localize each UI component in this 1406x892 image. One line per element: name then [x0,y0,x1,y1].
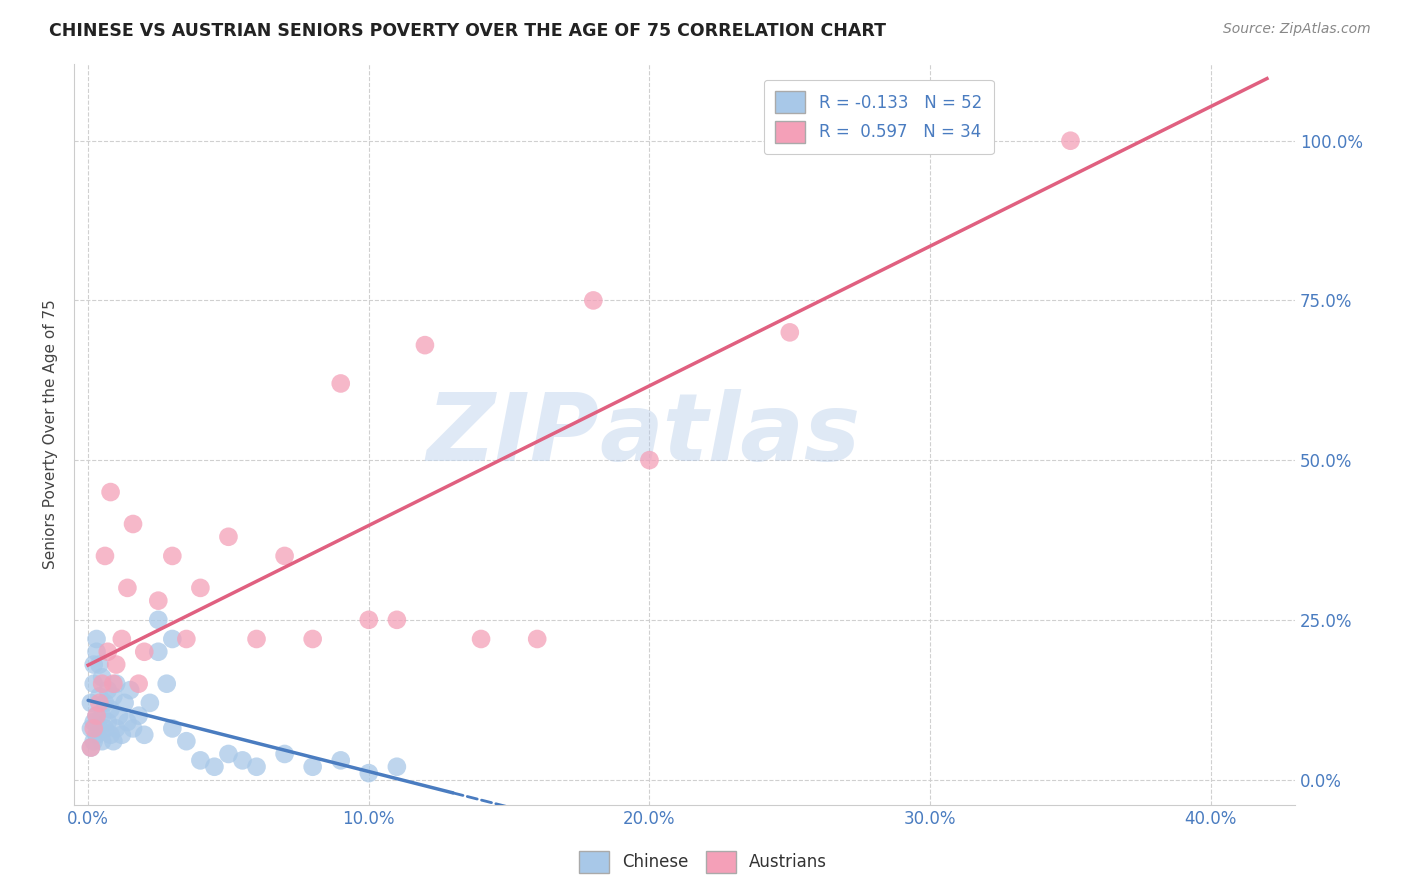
Point [301,760,323,774]
Point [329,753,352,767]
Point [162,549,184,563]
Point [413,338,436,352]
Point [134,645,156,659]
Point [156,676,179,690]
Point [83,676,105,690]
Point [582,293,605,308]
Point [86,632,108,646]
Point [162,722,184,736]
Point [122,516,145,531]
Point [89,696,111,710]
Point [190,581,212,595]
Point [80,740,103,755]
Point [108,708,131,723]
Point [357,613,380,627]
Point [94,549,117,563]
Point [80,722,103,736]
Point [100,728,122,742]
Point [120,683,142,698]
Point [128,676,150,690]
Point [217,530,239,544]
Point [470,632,492,646]
Point [97,683,120,698]
Point [86,708,108,723]
Point [105,676,128,690]
Point [176,632,198,646]
Point [86,645,108,659]
Text: CHINESE VS AUSTRIAN SENIORS POVERTY OVER THE AGE OF 75 CORRELATION CHART: CHINESE VS AUSTRIAN SENIORS POVERTY OVER… [49,22,886,40]
Point [89,722,111,736]
Point [100,702,122,716]
Point [91,734,114,748]
Legend: Chinese, Austrians: Chinese, Austrians [572,845,834,880]
Point [83,734,105,748]
Y-axis label: Seniors Poverty Over the Age of 75: Seniors Poverty Over the Age of 75 [44,300,58,569]
Text: atlas: atlas [599,389,860,481]
Point [97,714,120,729]
Point [103,734,125,748]
Point [217,747,239,761]
Point [920,134,942,148]
Point [385,613,408,627]
Point [245,632,267,646]
Point [245,760,267,774]
Point [329,376,352,391]
Point [385,760,408,774]
Point [94,722,117,736]
Point [91,676,114,690]
Point [122,722,145,736]
Point [103,690,125,704]
Point [162,632,184,646]
Point [231,753,253,767]
Point [91,670,114,684]
Point [357,766,380,780]
Text: ZIP: ZIP [426,389,599,481]
Point [526,632,548,646]
Point [134,728,156,742]
Point [100,485,122,500]
Point [91,708,114,723]
Point [117,714,139,729]
Point [105,657,128,672]
Point [80,696,103,710]
Point [128,708,150,723]
Point [190,753,212,767]
Point [83,714,105,729]
Point [86,728,108,742]
Point [148,593,170,607]
Point [114,696,136,710]
Point [273,549,295,563]
Point [1059,134,1081,148]
Point [94,696,117,710]
Point [148,613,170,627]
Point [83,657,105,672]
Text: Source: ZipAtlas.com: Source: ZipAtlas.com [1223,22,1371,37]
Point [83,722,105,736]
Point [89,690,111,704]
Point [111,728,134,742]
Point [204,760,226,774]
Point [89,657,111,672]
Point [80,740,103,755]
Point [105,722,128,736]
Point [103,676,125,690]
Point [97,645,120,659]
Legend: R = -0.133   N = 52, R =  0.597   N = 34: R = -0.133 N = 52, R = 0.597 N = 34 [763,79,994,154]
Point [111,632,134,646]
Point [139,696,162,710]
Point [86,708,108,723]
Point [638,453,661,467]
Point [273,747,295,761]
Point [176,734,198,748]
Point [148,645,170,659]
Point [117,581,139,595]
Point [301,632,323,646]
Point [779,326,801,340]
